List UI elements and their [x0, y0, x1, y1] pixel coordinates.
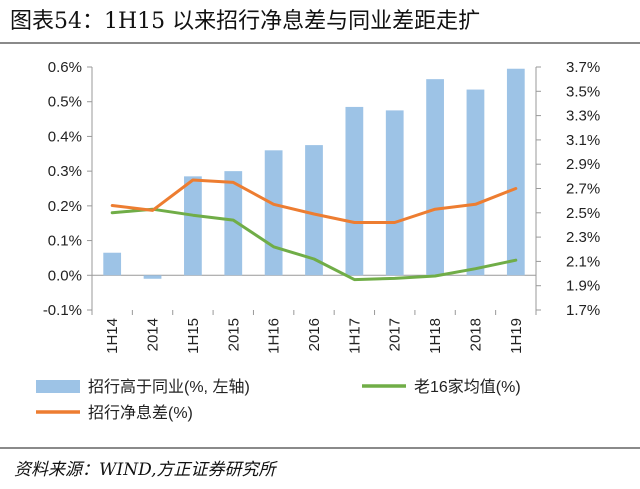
- bar: [305, 145, 323, 276]
- x-tick-label: 2014: [145, 318, 162, 351]
- x-tick-label: 1H14: [104, 318, 121, 354]
- bar: [184, 176, 202, 276]
- legend: 招行高于同业(%, 左轴) 老16家均值(%) 招行净息差(%): [36, 378, 521, 422]
- left-tick-label: 0.3%: [48, 163, 82, 180]
- bar: [426, 79, 444, 276]
- page-title: 图表54：1H15 以来招行净息差与同业差距走扩: [10, 9, 481, 34]
- title-divider: [0, 42, 640, 44]
- right-tick-label: 2.7%: [566, 181, 600, 198]
- plot-area: -0.1% 0.0% 0.1% 0.2% 0.3% 0.4% 0.5% 0.6% 1.7% 1.9…: [43, 59, 600, 354]
- right-tick-label: 3.7%: [566, 59, 600, 76]
- x-tick-label: 1H17: [346, 318, 363, 354]
- bar: [385, 110, 404, 276]
- right-tick-label: 3.5%: [566, 83, 600, 100]
- left-tick-label: 0.2%: [48, 198, 82, 215]
- left-tick-label: 0.1%: [48, 233, 82, 250]
- left-tick-label: 0.6%: [48, 59, 82, 76]
- right-tick-label: 3.3%: [566, 108, 600, 125]
- x-tick-label: 2018: [467, 318, 484, 351]
- legend-label: 招行高于同业(%, 左轴): [88, 378, 250, 396]
- x-tick-label: 2015: [225, 318, 242, 351]
- chart: -0.1% 0.0% 0.1% 0.2% 0.3% 0.4% 0.5% 0.6% 1.7% 1.9…: [36, 59, 600, 422]
- left-tick-label: -0.1%: [43, 302, 82, 319]
- bar: [143, 275, 162, 279]
- source-note: 资料来源：WIND,方正证券研究所: [14, 460, 276, 480]
- left-tick-label: 0.0%: [48, 267, 82, 284]
- bar: [103, 252, 122, 276]
- left-tick-label: 0.5%: [48, 94, 82, 111]
- legend-label: 老16家均值(%): [414, 378, 521, 396]
- right-tick-label: 3.1%: [566, 132, 600, 149]
- legend-swatch: [36, 380, 80, 393]
- right-tick-label: 2.5%: [566, 205, 600, 222]
- bar: [466, 89, 485, 276]
- right-tick-label: 2.3%: [566, 229, 600, 246]
- bar: [506, 68, 525, 276]
- legend-label: 招行净息差(%): [88, 404, 193, 422]
- x-tick-label: 1H19: [508, 318, 525, 354]
- x-tick-label: 1H18: [427, 318, 444, 354]
- x-tick-label: 2017: [387, 318, 404, 351]
- right-tick-label: 2.1%: [566, 253, 600, 270]
- x-tick-label: 1H15: [185, 318, 202, 354]
- bar: [264, 150, 283, 276]
- right-tick-label: 1.7%: [566, 302, 600, 319]
- footer-divider: [0, 447, 640, 449]
- bar: [224, 171, 243, 276]
- left-tick-label: 0.4%: [48, 128, 82, 145]
- bar: [345, 106, 364, 276]
- x-tick-label: 2016: [306, 318, 323, 351]
- x-tick-label: 1H16: [266, 318, 283, 354]
- right-tick-label: 2.9%: [566, 156, 600, 173]
- right-tick-label: 1.9%: [566, 278, 600, 295]
